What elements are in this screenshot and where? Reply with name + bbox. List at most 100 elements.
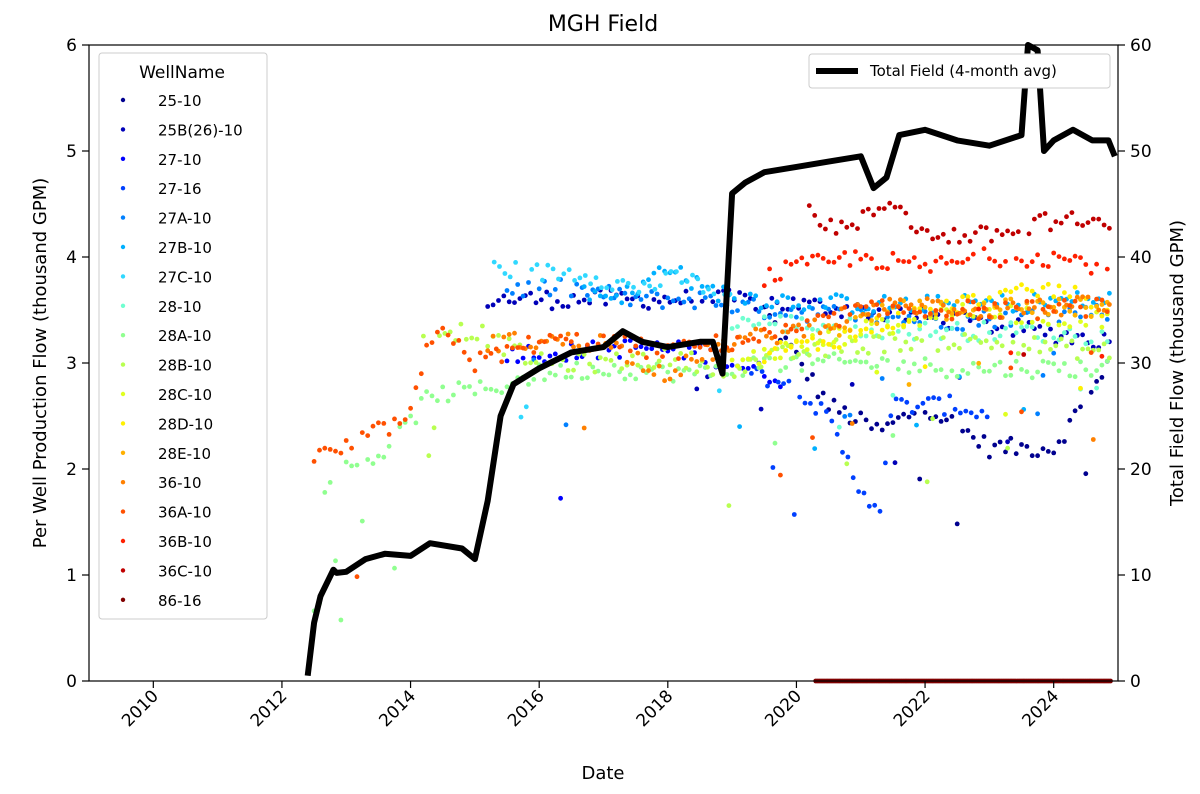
well-data-point (906, 306, 912, 311)
well-data-point (954, 311, 960, 317)
well-data-point (753, 357, 759, 362)
well-data-point (778, 368, 783, 374)
well-data-point (1056, 254, 1062, 259)
well-data-point (522, 360, 528, 366)
well-data-point (997, 439, 1003, 445)
well-data-point (657, 283, 663, 289)
well-data-point (839, 219, 844, 225)
well-data-point (426, 453, 432, 459)
well-data-point (699, 298, 705, 304)
well-data-point (1062, 330, 1067, 336)
well-data-point (501, 334, 507, 340)
well-data-point (901, 323, 906, 328)
well-data-point (609, 287, 615, 293)
well-data-point (879, 298, 885, 303)
well-data-point (815, 313, 821, 318)
well-data-point (568, 374, 574, 380)
well-data-point (1078, 255, 1083, 260)
well-data-point (831, 339, 837, 345)
well-data-point (979, 408, 985, 414)
well-data-point (1042, 339, 1048, 345)
well-data-point (461, 349, 467, 355)
well-data-point (633, 376, 639, 382)
well-data-point (1080, 223, 1085, 228)
well-data-point (879, 265, 885, 270)
well-data-point (922, 320, 928, 326)
well-data-point (672, 368, 678, 374)
total-legend-label: Total Field (4-month avg) (869, 62, 1057, 80)
well-data-point (799, 316, 805, 321)
well-data-point (528, 290, 533, 296)
well-data-point (523, 404, 529, 410)
well-data-point (877, 508, 883, 514)
well-data-point (560, 304, 566, 309)
well-data-point (917, 309, 923, 315)
well-data-point (866, 503, 872, 509)
well-data-point (954, 326, 960, 332)
well-data-point (581, 425, 587, 431)
well-data-point (797, 394, 803, 400)
well-data-point (510, 345, 515, 351)
well-data-point (1099, 362, 1105, 368)
well-data-point (504, 358, 510, 364)
well-data-point (759, 369, 765, 374)
well-data-point (808, 401, 813, 406)
well-data-point (1003, 449, 1008, 455)
well-data-point (1008, 372, 1014, 378)
well-data-point (954, 374, 960, 379)
well-data-point (903, 210, 909, 216)
well-data-point (1072, 408, 1078, 414)
well-data-point (769, 304, 775, 310)
well-data-point (1032, 335, 1037, 340)
well-data-point (1067, 258, 1073, 263)
well-data-point (812, 317, 818, 323)
well-data-point (887, 200, 893, 206)
well-data-point (903, 339, 909, 345)
well-data-point (820, 358, 826, 364)
well-data-point (1104, 317, 1110, 322)
well-data-point (1019, 442, 1024, 447)
well-data-point (751, 323, 756, 328)
well-data-point (317, 447, 322, 453)
well-data-point (820, 339, 826, 344)
well-data-point (397, 421, 403, 426)
well-data-point (437, 333, 442, 339)
well-data-point (1088, 373, 1094, 378)
well-data-point (710, 299, 716, 305)
y-left-tick-label: 2 (66, 460, 77, 480)
well-data-point (881, 349, 887, 355)
well-data-point (783, 313, 789, 318)
well-data-point (558, 333, 563, 339)
well-data-point (485, 348, 491, 354)
well-data-point (949, 325, 955, 331)
total-legend: Total Field (4-month avg) (808, 53, 1111, 89)
well-data-point (761, 346, 767, 352)
well-data-point (1058, 312, 1064, 318)
well-data-point (997, 307, 1003, 313)
well-data-point (978, 340, 984, 345)
well-data-point (885, 311, 890, 317)
well-data-point (1062, 309, 1067, 315)
well-data-point (689, 286, 694, 291)
well-data-point (491, 259, 497, 265)
well-data-point (951, 226, 957, 232)
x-tick-label: 2018 (633, 686, 678, 731)
well-data-point (592, 369, 598, 375)
well-data-point (1019, 367, 1024, 372)
well-data-point (472, 391, 478, 397)
well-data-point (847, 412, 853, 418)
legend-label: 28A-10 (158, 327, 212, 345)
well-data-point (802, 400, 808, 406)
well-data-point (890, 314, 896, 320)
well-data-point (922, 364, 928, 370)
well-data-point (842, 414, 848, 419)
well-data-point (914, 229, 919, 235)
well-data-point (965, 371, 971, 376)
well-data-point (1062, 297, 1067, 303)
well-data-point (646, 306, 651, 311)
well-data-point (1083, 471, 1089, 477)
well-data-point (858, 332, 864, 337)
scatter-layer (311, 200, 1113, 684)
well-data-point (1080, 332, 1085, 338)
well-data-point (970, 292, 976, 298)
